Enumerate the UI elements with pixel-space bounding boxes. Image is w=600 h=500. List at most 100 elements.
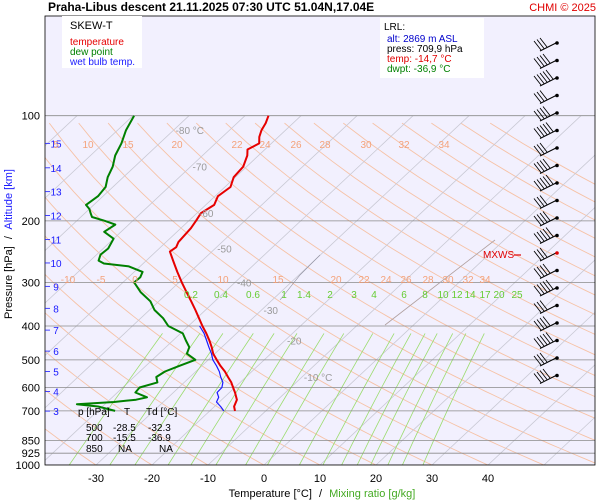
plot-background xyxy=(45,16,595,465)
dry-adiabat-label: -10 xyxy=(61,275,76,286)
mixing-ratio-line xyxy=(68,333,163,465)
summary-table: p [hPa] T Td [°C] 500 -28.5 -32.3 700 -1… xyxy=(78,407,177,455)
isotherm-label: -40 xyxy=(237,278,252,289)
table-cell: 700 xyxy=(86,433,103,444)
isotherm-label: -30 xyxy=(264,306,279,317)
mixing-ratio-label: 1 xyxy=(281,290,287,301)
mixing-ratio-lines xyxy=(68,333,485,465)
plot-area xyxy=(45,37,595,465)
wind-barb xyxy=(533,279,559,297)
mixing-ratio-label: 0.4 xyxy=(214,290,228,301)
altitude-tick-label: 3 xyxy=(53,407,59,418)
wind-barb xyxy=(533,142,559,157)
mixing-ratio-label: 2 xyxy=(327,290,333,301)
mxws-label: MXWS xyxy=(483,250,514,261)
dry-adiabat-label: 26 xyxy=(400,275,412,286)
x-axis-separator: / xyxy=(319,488,323,500)
pressure-tick-label: 200 xyxy=(22,216,40,228)
mixing-ratio-label: 8 xyxy=(422,290,428,301)
mixing-ratio-line xyxy=(167,333,254,465)
table-cell: NA xyxy=(118,444,132,455)
isotherm-label: -50 xyxy=(217,245,232,256)
pressure-tick-label: 850 xyxy=(22,435,40,447)
dry-adiabat-line xyxy=(313,122,595,296)
altitude-tick-label: 9 xyxy=(53,282,59,293)
isotherm-line xyxy=(45,115,358,409)
table-cell: -32.3 xyxy=(148,423,171,434)
dry-adiabat-label: 32 xyxy=(462,275,474,286)
credit-label: CHMI © 2025 xyxy=(529,2,596,14)
dry-adiabat-label: 24 xyxy=(259,140,271,151)
wind-barbs xyxy=(533,37,559,384)
isotherm-line xyxy=(319,206,595,465)
dry-adiabat-line xyxy=(45,312,265,465)
mixing-ratio-line xyxy=(370,333,438,465)
lrl-pressure: press: 709,9 hPa xyxy=(387,44,463,55)
mixing-ratio-label: 0.2 xyxy=(184,290,198,301)
table-cell: -28.5 xyxy=(113,423,136,434)
pressure-tick-label: 400 xyxy=(22,321,40,333)
mixing-ratio-label: 12 xyxy=(451,290,463,301)
dry-adiabat-label: 30 xyxy=(442,275,454,286)
mixing-ratio-label: 6 xyxy=(401,290,407,301)
dry-adiabat-label: 34 xyxy=(479,275,491,286)
dry-adiabats xyxy=(45,122,595,465)
altitude-tick-label: 7 xyxy=(53,326,59,337)
dry-adiabat-label: 10 xyxy=(217,275,229,286)
pressure-tick-label: 700 xyxy=(22,406,40,418)
isotherms xyxy=(45,115,595,465)
temperature-tick-label: -30 xyxy=(88,473,104,485)
dry-adiabat-label: 22 xyxy=(358,275,370,286)
isotherm-line xyxy=(207,115,582,465)
mixing-ratio-label: 0.6 xyxy=(246,290,260,301)
isotherm-line xyxy=(487,364,595,465)
isotherm-line xyxy=(45,115,134,199)
wind-barb xyxy=(533,90,559,104)
mixing-ratio-label: 20 xyxy=(493,290,505,301)
temperature-tick-label: 40 xyxy=(482,473,494,485)
table-cell: NA xyxy=(159,444,173,455)
lrl-info-box: LRL: alt: 2869 m ASL press: 709,9 hPa te… xyxy=(380,18,484,78)
pressure-tick-label: 925 xyxy=(22,448,40,460)
series-wet-bulb-temp xyxy=(199,325,225,412)
temperature-tick-label: 30 xyxy=(426,473,438,485)
chart-line-labels: -80 °C-70-60-50-40-30-20-10 °C5 10 15 20 22 2… xyxy=(53,126,523,384)
pressure-tick-label: 500 xyxy=(22,355,40,367)
isotherm-label: -80 °C xyxy=(176,126,204,137)
dry-adiabat-label: 24 xyxy=(380,275,392,286)
isotherm-line xyxy=(95,115,470,465)
y-axis-separator: / xyxy=(3,235,15,239)
dry-adiabat-line xyxy=(195,122,595,376)
temperature-tick-label: -20 xyxy=(144,473,160,485)
mixing-ratio-label: 14 xyxy=(464,290,476,301)
y-axis-label: Pressure [hPa] xyxy=(3,246,15,319)
isobars xyxy=(45,115,595,465)
altitude-tick-label: 12 xyxy=(50,211,62,222)
series-temperature xyxy=(168,115,270,412)
altitude-tick-label: 4 xyxy=(53,388,59,399)
temperature-tick-label: 0 xyxy=(261,473,267,485)
wind-barb xyxy=(533,174,559,192)
altitude-axis: 3 4 5 6 7 8 9 10 11 12 13 14 15 xyxy=(45,139,62,418)
altitude-tick-label: 5 xyxy=(53,368,59,379)
wind-barb xyxy=(533,247,559,262)
mixing-ratio-label: 1.4 xyxy=(297,290,311,301)
lrl-heading: LRL: xyxy=(384,22,405,33)
isotherm-line xyxy=(45,115,246,304)
mixing-ratio-line xyxy=(402,333,467,465)
series-dew-point xyxy=(75,115,197,412)
table-cell: 500 xyxy=(86,423,103,434)
dry-adiabat-label: 28 xyxy=(319,140,331,151)
altitude-tick-label: 15 xyxy=(50,139,62,150)
isotherm-label: -10 °C xyxy=(304,373,332,384)
dry-adiabat-line xyxy=(45,389,153,465)
legend-wet-bulb: wet bulb temp. xyxy=(69,57,135,68)
plot-border xyxy=(44,15,596,466)
mixing-ratio-label: 25 xyxy=(511,290,523,301)
mixing-ratio-line xyxy=(134,333,224,465)
wind-barb xyxy=(533,158,559,174)
isotherm-label: -70 xyxy=(193,163,208,174)
dry-adiabat-label: 30 xyxy=(360,140,372,151)
legend-heading: SKEW-T xyxy=(70,20,113,32)
